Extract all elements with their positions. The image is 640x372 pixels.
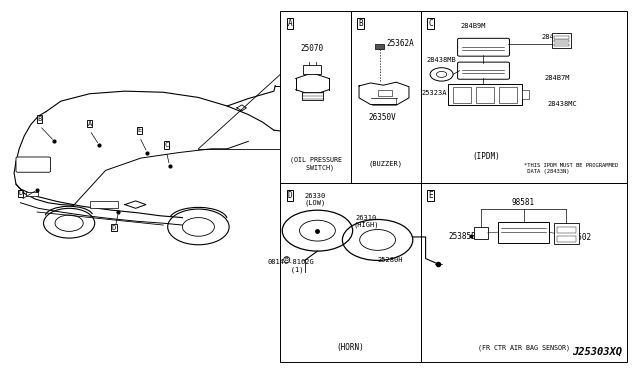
Text: *THIS IPDM MUST BE PROGRAMMED
 DATA (28433N): *THIS IPDM MUST BE PROGRAMMED DATA (2843…: [524, 163, 618, 174]
Text: 25362A: 25362A: [386, 39, 414, 48]
Bar: [557, 227, 576, 233]
Bar: [554, 223, 579, 244]
Bar: [453, 87, 471, 103]
Text: J25303XQ: J25303XQ: [572, 346, 622, 356]
Text: (HORN): (HORN): [337, 343, 365, 352]
Text: C: C: [428, 19, 433, 28]
Bar: [421, 183, 627, 362]
Text: 98502: 98502: [568, 233, 591, 242]
Bar: [421, 11, 627, 183]
Bar: [280, 11, 351, 183]
Text: 25323A: 25323A: [421, 90, 447, 96]
Bar: [280, 183, 421, 362]
Bar: [552, 33, 571, 48]
Bar: [476, 87, 494, 103]
Bar: [378, 90, 392, 96]
FancyBboxPatch shape: [458, 62, 509, 79]
Bar: [499, 87, 517, 103]
Bar: [554, 40, 569, 42]
Text: 26350V: 26350V: [369, 113, 397, 122]
Bar: [26, 192, 38, 196]
Bar: [302, 92, 323, 100]
Text: 08146-8162G
   (1): 08146-8162G (1): [268, 259, 315, 273]
Bar: [554, 44, 569, 46]
Text: 28438MC: 28438MC: [547, 101, 577, 107]
Text: 284B8MA: 284B8MA: [542, 34, 572, 40]
Text: D: D: [19, 190, 22, 196]
Text: 26330
(LOW): 26330 (LOW): [304, 193, 326, 206]
Text: D: D: [287, 191, 292, 200]
Bar: [474, 227, 488, 239]
Bar: [90, 201, 118, 208]
Bar: [303, 65, 321, 74]
Bar: [498, 222, 549, 243]
Text: C: C: [164, 142, 168, 148]
FancyBboxPatch shape: [458, 38, 509, 56]
Bar: [554, 36, 569, 39]
Text: B: B: [38, 116, 42, 122]
Bar: [375, 44, 384, 49]
Text: (OIL PRESSURE
  SWITCH): (OIL PRESSURE SWITCH): [289, 157, 342, 171]
Text: 25070: 25070: [301, 44, 324, 53]
Text: 25385B: 25385B: [448, 232, 476, 241]
Text: B: B: [285, 257, 289, 262]
Bar: [448, 84, 522, 105]
Text: 25280H: 25280H: [378, 257, 403, 263]
FancyBboxPatch shape: [16, 157, 51, 172]
Text: E: E: [138, 127, 141, 133]
Text: (BUZZER): (BUZZER): [369, 160, 403, 167]
Text: A: A: [88, 121, 92, 126]
Text: B: B: [358, 19, 363, 28]
Bar: [351, 11, 421, 183]
Text: (FR CTR AIR BAG SENSOR): (FR CTR AIR BAG SENSOR): [478, 344, 570, 351]
Text: 26310
(HIGH): 26310 (HIGH): [353, 215, 379, 228]
Text: 98581: 98581: [512, 198, 535, 207]
Bar: [522, 90, 529, 99]
Text: D: D: [112, 225, 116, 231]
Text: A: A: [287, 19, 292, 28]
Text: 284B7M: 284B7M: [544, 75, 570, 81]
Text: 28438MB: 28438MB: [427, 57, 456, 62]
Text: (IPDM): (IPDM): [472, 152, 500, 161]
Text: 284B9M: 284B9M: [461, 23, 486, 29]
Bar: [557, 236, 576, 242]
Text: E: E: [428, 191, 433, 200]
